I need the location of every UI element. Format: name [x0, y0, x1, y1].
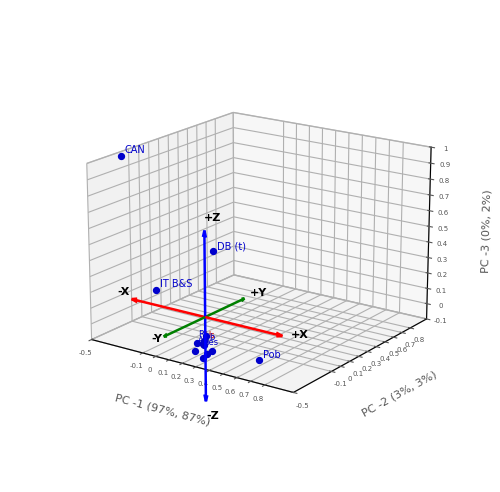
Y-axis label: PC -2 (3%, 3%): PC -2 (3%, 3%) — [361, 369, 439, 419]
X-axis label: PC -1 (97%, 87%): PC -1 (97%, 87%) — [114, 393, 211, 427]
